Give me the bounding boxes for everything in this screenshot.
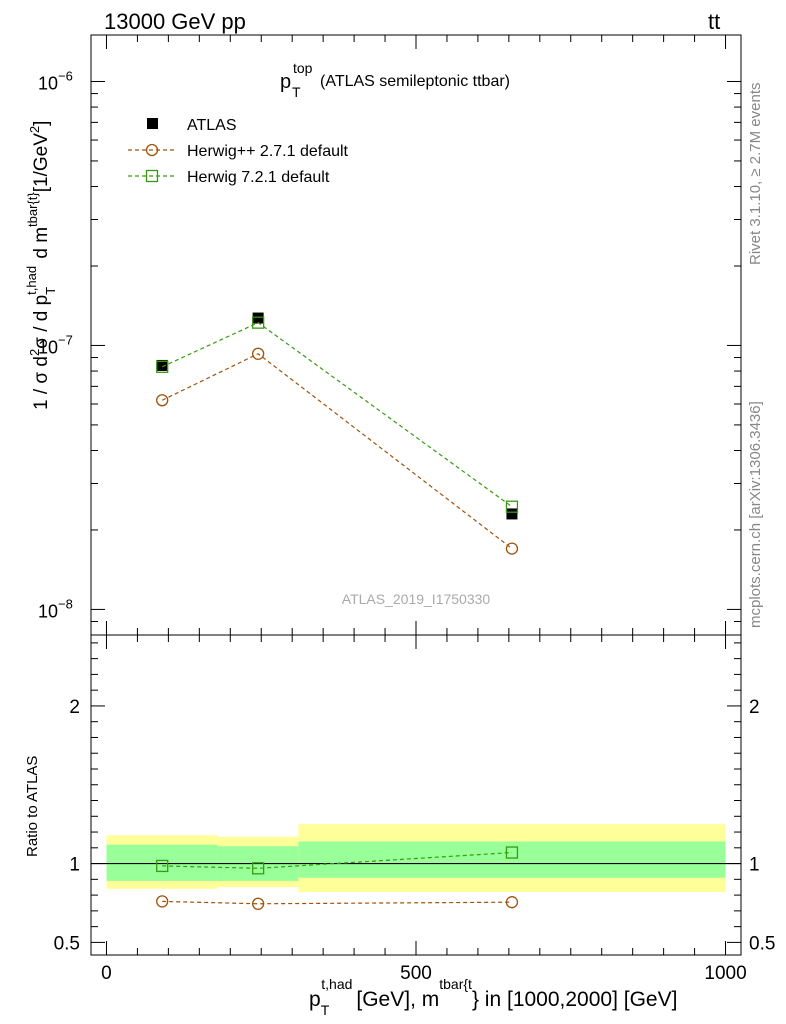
x-tick-label: 0 (101, 963, 112, 984)
ratio-herwigpp-point (505, 896, 519, 909)
ratio-line-herwig7 (162, 851, 512, 869)
main-panel-data (156, 312, 519, 555)
ratio-herwig7-point (156, 859, 169, 873)
plot-title-rest: (ATLAS semileptonic ttbar) (320, 73, 510, 90)
atlas-data-point (156, 359, 168, 371)
legend: ATLAS Herwig++ 2.7.1 default Herwig 7.2.… (128, 117, 349, 186)
header-energy-label: 13000 GeV pp (104, 9, 246, 34)
plot-title: p (280, 71, 291, 93)
plot-title-sub: T (292, 84, 301, 100)
legend-marker-herwig7 (145, 169, 159, 183)
atlas-data-point (506, 508, 518, 520)
analysis-watermark: ATLAS_2019_I1750330 (342, 591, 491, 607)
ratio-stat-uncertainty-band (106, 844, 218, 881)
main-panel-ytick-labels: 10−8 10−7 10−6 (38, 68, 73, 621)
legend-label-herwig7: Herwig 7.2.1 default (187, 169, 330, 186)
ratio-xtick-labels: 0 500 1000 (101, 963, 746, 984)
ratio-herwigpp-point (156, 895, 169, 908)
ratio-herwig7-point (251, 862, 265, 875)
ratio-ytick-label-right: 0.5 (749, 933, 775, 954)
main-panel-ticks (91, 35, 741, 636)
main-ytick-label: 10−8 (38, 596, 73, 621)
ratio-ytick-label: 1 (69, 855, 80, 876)
mcplots-label: mcplots.cern.ch [arXiv:1306.3436] (747, 401, 764, 628)
ratio-panel-ticks (91, 635, 741, 955)
x-tick-label: 1000 (704, 963, 746, 984)
legend-label-atlas: ATLAS (187, 117, 237, 134)
series-line-herwig7 (161, 321, 513, 508)
legend-marker-atlas (147, 118, 158, 129)
ratio-herwigpp-point (251, 897, 265, 910)
x-tick-label: 500 (400, 963, 432, 984)
legend-label-herwigpp: Herwig++ 2.7.1 default (187, 143, 349, 160)
herwigpp-point (156, 394, 169, 407)
main-panel: 10−8 10−7 10−6 p T top (ATLAS semileptonic… (24, 34, 742, 636)
atlas-data-point (252, 312, 264, 324)
ratio-ytick-label: 0.5 (54, 933, 80, 954)
ratio-panel: 0.5 0.5 1 1 2 2 0 500 1000 Ratio to ATLAS pTt,h… (24, 634, 776, 1018)
herwig7-point (505, 500, 519, 513)
ratio-ytick-label-right: 2 (749, 697, 760, 718)
ratio-herwig7-point (505, 846, 519, 859)
series-line-herwigpp (161, 353, 513, 550)
herwigpp-point (251, 347, 265, 360)
plot-title-sup: top (293, 60, 313, 76)
ratio-ytick-label: 2 (69, 697, 80, 718)
ratio-line-herwigpp (162, 900, 512, 905)
herwigpp-point (505, 542, 519, 555)
x-axis-label: pTt,had[GeV], mtbar{t} in [1000,2000] [G… (309, 976, 677, 1018)
legend-marker-herwigpp (145, 143, 159, 157)
ratio-ytick-label-right: 1 (749, 855, 760, 876)
header-process-label: tt (708, 9, 720, 34)
main-y-axis-label: 1 / σ d2σ / d pTt,had d mtbar{t}[1/GeV2] (24, 121, 58, 410)
herwig7-point (156, 360, 169, 373)
rivet-version-label: Rivet 3.1.10, ≥ 2.7M events (747, 83, 764, 266)
ratio-ytick-labels: 0.5 0.5 1 1 2 2 (54, 697, 776, 954)
main-ytick-label: 10−6 (38, 68, 73, 93)
herwig7-point (251, 316, 265, 329)
ratio-panel-data (156, 846, 519, 910)
ratio-panel-frame (90, 634, 742, 956)
main-ytick-label: 10−7 (38, 332, 73, 357)
ratio-y-axis-label: Ratio to ATLAS (24, 756, 41, 857)
